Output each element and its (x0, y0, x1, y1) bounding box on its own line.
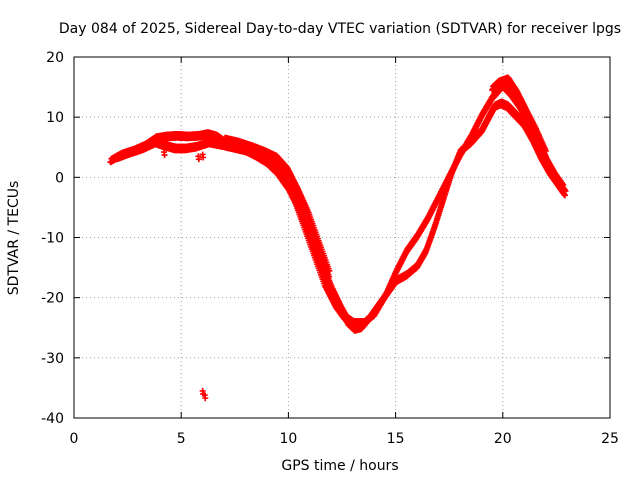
data-point (200, 154, 207, 161)
data-point (161, 152, 168, 159)
y-axis-ticks: -40 -30 -20 -10 0 10 20 (41, 50, 610, 427)
x-tick-label: 10 (279, 431, 297, 447)
series-track-1 (107, 98, 569, 334)
y-tick-label: 20 (46, 50, 64, 66)
y-axis-label: SDTVAR / TECUs (6, 181, 22, 296)
data-point (542, 147, 549, 154)
x-axis-ticks: 0 5 10 15 20 25 (70, 57, 619, 447)
x-tick-label: 25 (601, 431, 619, 447)
grid-lines (74, 57, 610, 418)
x-tick-label: 5 (177, 431, 186, 447)
data-point (326, 273, 333, 280)
data-points (107, 74, 569, 402)
series-track-4 (489, 74, 549, 160)
y-tick-label: -40 (41, 411, 64, 427)
y-tick-label: 10 (46, 110, 64, 126)
data-point (195, 156, 202, 163)
series-isolated (161, 149, 209, 402)
y-tick-label: -10 (41, 231, 64, 247)
x-axis-label: GPS time / hours (281, 458, 398, 474)
y-tick-label: 0 (55, 170, 64, 186)
y-tick-label: -20 (41, 291, 64, 307)
plot-frame (73, 56, 611, 419)
data-point (326, 267, 333, 274)
data-point (202, 395, 209, 402)
series-track-3 (221, 134, 333, 280)
x-tick-label: 20 (494, 431, 512, 447)
y-tick-label: -30 (41, 351, 64, 367)
x-tick-label: 15 (387, 431, 405, 447)
data-point (559, 186, 566, 193)
chart-title: Day 084 of 2025, Sidereal Day-to-day VTE… (59, 21, 621, 37)
x-tick-label: 0 (70, 431, 79, 447)
data-point (561, 192, 568, 199)
data-point (542, 153, 549, 160)
